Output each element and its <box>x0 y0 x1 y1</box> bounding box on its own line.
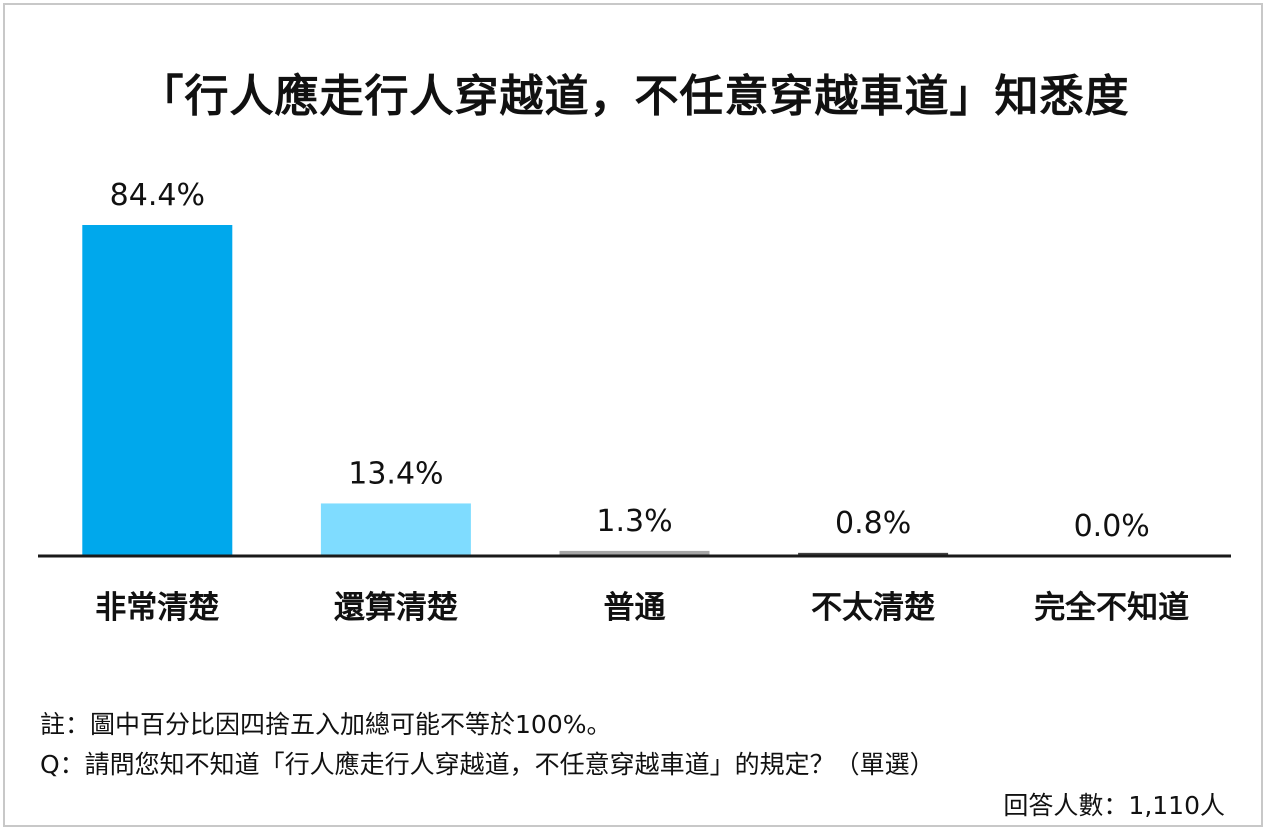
value-label-2: 1.3% <box>596 504 672 539</box>
category-label-3: 不太清楚 <box>811 590 935 626</box>
value-label-3: 0.8% <box>835 506 911 541</box>
bar-0 <box>82 225 233 556</box>
category-label-0: 非常清楚 <box>95 590 219 626</box>
value-label-1: 13.4% <box>348 456 443 491</box>
chart-title: 「行人應走行人穿越道，不任意穿越車道」知悉度 <box>139 71 1130 122</box>
bar-2 <box>559 550 710 556</box>
value-label-4: 0.0% <box>1074 509 1150 544</box>
bar-1 <box>320 503 471 556</box>
value-label-0: 84.4% <box>110 178 205 213</box>
respondent-count: 回答人數：1,110人 <box>1003 791 1225 820</box>
rounding-note: 註：圖中百分比因四捨五入加總可能不等於100%。 <box>40 710 612 739</box>
category-label-2: 普通 <box>604 590 666 626</box>
category-label-4: 完全不知道 <box>1034 590 1189 626</box>
question-note: Q：請問您知不知道「行人應走行人穿越道，不任意穿越車道」的規定？（單選） <box>40 750 935 779</box>
category-label-1: 還算清楚 <box>334 590 458 626</box>
bar-3 <box>798 552 949 556</box>
